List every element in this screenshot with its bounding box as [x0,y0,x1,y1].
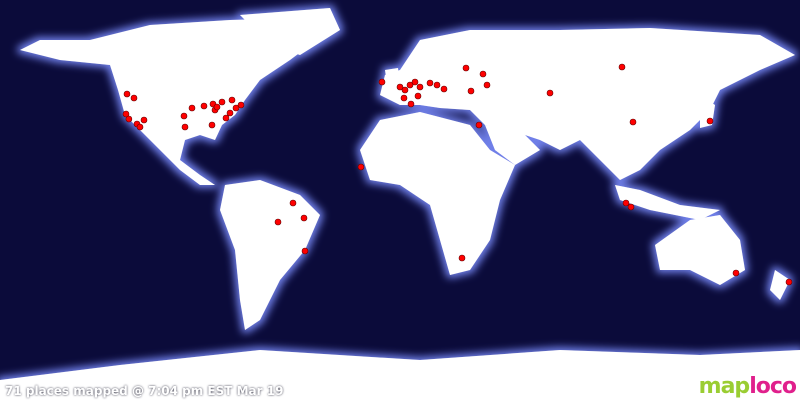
place-marker[interactable] [218,98,226,106]
greenland [240,8,340,55]
north-america [20,18,330,185]
south-america [220,180,320,330]
place-marker[interactable] [226,109,234,117]
continents [0,8,800,400]
africa [360,112,515,275]
place-marker[interactable] [406,81,414,89]
place-marker[interactable] [416,83,424,91]
place-marker[interactable] [475,121,483,129]
place-marker[interactable] [732,269,740,277]
place-marker[interactable] [785,278,793,286]
place-marker[interactable] [237,101,245,109]
logo-part1: map [698,374,751,399]
place-marker[interactable] [208,121,216,129]
place-marker[interactable] [440,85,448,93]
uk [385,68,400,90]
place-marker[interactable] [407,100,415,108]
place-marker[interactable] [228,96,236,104]
place-marker[interactable] [627,203,635,211]
place-marker[interactable] [414,92,422,100]
place-marker[interactable] [411,78,419,86]
place-marker[interactable] [200,102,208,110]
place-marker[interactable] [181,123,189,131]
place-marker[interactable] [483,81,491,89]
place-marker[interactable] [136,123,144,131]
place-marker[interactable] [274,218,282,226]
place-marker[interactable] [401,86,409,94]
logo-part2: loco [749,374,797,399]
place-marker[interactable] [213,103,221,111]
place-marker[interactable] [140,116,148,124]
maploco-logo[interactable]: maploco [698,374,797,399]
place-marker[interactable] [629,118,637,126]
place-marker[interactable] [122,110,130,118]
place-marker[interactable] [396,83,404,91]
place-marker[interactable] [289,199,297,207]
place-marker[interactable] [462,64,470,72]
status-text: 71 places mapped @ 7:04 pm EST Mar 19 [5,384,284,398]
place-marker[interactable] [433,81,441,89]
place-marker[interactable] [622,199,630,207]
indonesia [615,185,720,220]
place-marker[interactable] [130,94,138,102]
marker-layer [122,63,793,286]
place-marker[interactable] [467,87,475,95]
place-marker[interactable] [458,254,466,262]
place-marker[interactable] [300,214,308,222]
antarctica [0,350,800,400]
place-marker[interactable] [546,89,554,97]
place-marker[interactable] [706,117,714,125]
arabia [485,125,540,165]
europe-asia [380,28,795,180]
place-marker[interactable] [400,94,408,102]
new-zealand [770,270,790,300]
place-marker[interactable] [222,114,230,122]
place-marker[interactable] [125,115,133,123]
place-marker[interactable] [123,90,131,98]
place-marker[interactable] [378,78,386,86]
place-marker[interactable] [618,63,626,71]
place-marker[interactable] [188,104,196,112]
place-marker[interactable] [232,104,240,112]
place-marker[interactable] [301,247,309,255]
place-marker[interactable] [426,79,434,87]
place-marker[interactable] [479,70,487,78]
place-marker[interactable] [180,112,188,120]
place-marker[interactable] [357,163,365,171]
australia [655,215,745,285]
